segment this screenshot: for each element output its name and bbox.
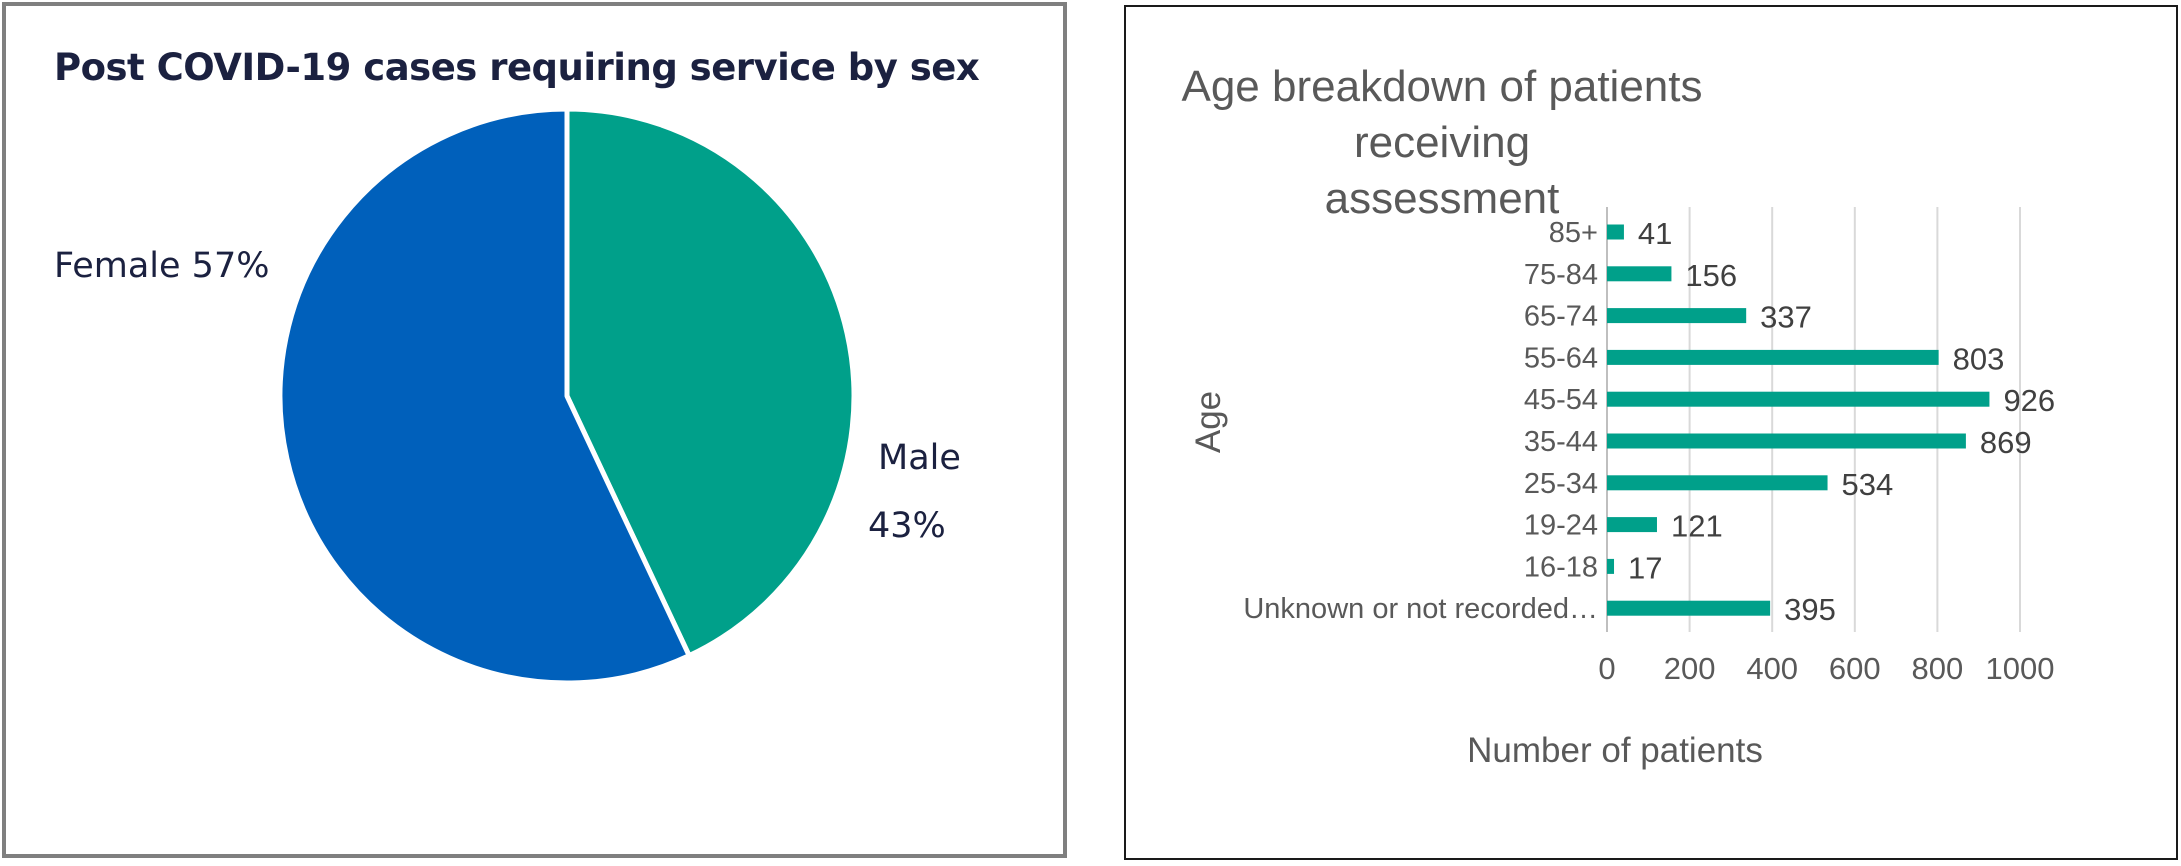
bar-16-18 xyxy=(1607,558,1615,574)
pie-slice-male xyxy=(564,106,857,659)
male-slice-label: Male xyxy=(878,438,961,478)
category-label: 35-44 xyxy=(1524,426,1598,458)
bar-35-44 xyxy=(1607,433,1966,449)
sex-pie-chart-panel: Post COVID-19 cases requiring service by… xyxy=(2,2,1067,858)
category-label: 65-74 xyxy=(1524,301,1598,333)
category-label: 25-34 xyxy=(1524,468,1598,500)
y-axis-label: Age xyxy=(1189,391,1228,453)
data-label: 803 xyxy=(1953,341,2005,376)
pie-chart xyxy=(277,106,857,686)
category-label: 75-84 xyxy=(1524,259,1598,291)
category-label: 85+ xyxy=(1549,217,1598,249)
bar-55-64 xyxy=(1607,349,1939,365)
data-label: 395 xyxy=(1784,592,1836,627)
pie-slice-female xyxy=(277,106,692,686)
category-label: 16-18 xyxy=(1524,551,1598,583)
bar-chart-title-line-1: Age breakdown of patients receiving xyxy=(1181,62,1703,167)
data-label: 534 xyxy=(1842,467,1894,502)
bar-chart: 85+ 41 75-84 156 65-74 337 55-64 803 45-54 926 35-… xyxy=(1189,207,2055,770)
category-label: Unknown or not recorded… xyxy=(1243,593,1598,625)
bar-65-74 xyxy=(1607,308,1747,324)
bar-45-54 xyxy=(1607,391,1990,407)
age-bar-chart-panel: Age breakdown of patients receiving asse… xyxy=(1124,5,2178,860)
data-label: 926 xyxy=(2003,383,2055,418)
data-label: 156 xyxy=(1685,258,1737,293)
bar-chart-title: Age breakdown of patients receiving asse… xyxy=(1126,59,1758,227)
bar-chart-title-line-2: assessment xyxy=(1324,174,1560,223)
x-tick-800: 800 xyxy=(1912,651,1964,686)
bar-75-84 xyxy=(1607,266,1672,282)
pie-chart-title: Post COVID-19 cases requiring service by… xyxy=(54,46,980,89)
category-label: 19-24 xyxy=(1524,510,1598,542)
female-slice-label: Female 57% xyxy=(54,246,270,286)
data-label: 337 xyxy=(1760,300,1812,335)
x-axis-label: Number of patients xyxy=(1467,731,1763,770)
data-label: 41 xyxy=(1638,216,1672,251)
male-slice-percent: 43% xyxy=(868,506,946,546)
x-tick-600: 600 xyxy=(1829,651,1881,686)
x-tick-1000: 1000 xyxy=(1986,651,2055,686)
x-tick-0: 0 xyxy=(1598,651,1615,686)
bar-85+ xyxy=(1607,224,1624,240)
data-label: 869 xyxy=(1980,425,2032,460)
x-tick-400: 400 xyxy=(1746,651,1798,686)
x-tick-200: 200 xyxy=(1664,651,1716,686)
bar-25-34 xyxy=(1607,475,1828,491)
category-label: 55-64 xyxy=(1524,342,1598,374)
category-label: 45-54 xyxy=(1524,384,1598,416)
bar-Unknown or not recorded… xyxy=(1607,600,1771,616)
data-label: 17 xyxy=(1628,550,1662,585)
data-label: 121 xyxy=(1671,509,1723,544)
bar-19-24 xyxy=(1607,517,1657,533)
